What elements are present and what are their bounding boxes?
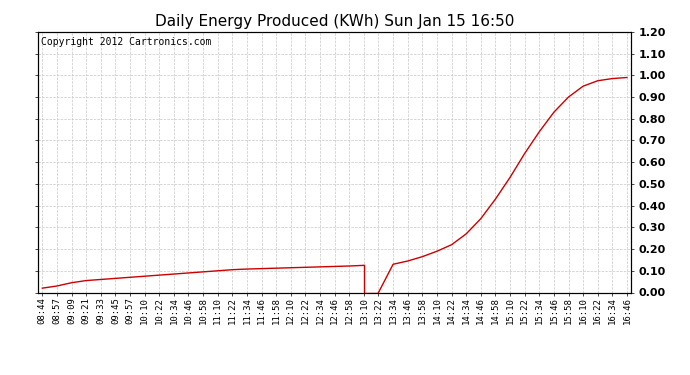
Title: Daily Energy Produced (KWh) Sun Jan 15 16:50: Daily Energy Produced (KWh) Sun Jan 15 1… (155, 14, 514, 29)
Text: Copyright 2012 Cartronics.com: Copyright 2012 Cartronics.com (41, 37, 211, 47)
